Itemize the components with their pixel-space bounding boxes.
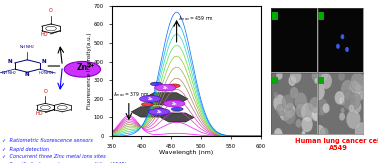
- Text: O: O: [49, 8, 53, 13]
- Circle shape: [139, 96, 161, 102]
- Text: $\lambda_{max}$ = 459 nm: $\lambda_{max}$ = 459 nm: [178, 14, 214, 23]
- Circle shape: [339, 97, 345, 105]
- Circle shape: [351, 84, 365, 102]
- Circle shape: [349, 93, 361, 109]
- Bar: [272, 77, 278, 84]
- Circle shape: [296, 103, 307, 118]
- Text: N: N: [42, 59, 46, 64]
- Circle shape: [338, 71, 345, 81]
- Circle shape: [273, 92, 278, 98]
- Circle shape: [319, 106, 326, 114]
- Circle shape: [342, 91, 356, 110]
- Text: N: N: [8, 59, 12, 64]
- Circle shape: [141, 103, 153, 106]
- Bar: [318, 77, 324, 84]
- Circle shape: [302, 130, 306, 135]
- Circle shape: [339, 112, 345, 121]
- Circle shape: [274, 129, 283, 140]
- Circle shape: [171, 107, 183, 111]
- Text: Zn: Zn: [163, 86, 168, 90]
- Circle shape: [335, 91, 345, 105]
- Text: N: N: [25, 72, 29, 77]
- Circle shape: [274, 128, 282, 139]
- Y-axis label: Fluorescence Intensity(a.u.): Fluorescence Intensity(a.u.): [87, 33, 92, 109]
- Circle shape: [348, 104, 355, 112]
- Circle shape: [344, 89, 352, 101]
- Text: Zn: Zn: [172, 102, 177, 105]
- Text: Zn: Zn: [147, 97, 153, 101]
- Circle shape: [355, 122, 368, 140]
- Circle shape: [311, 69, 321, 82]
- Circle shape: [288, 75, 296, 86]
- Text: ✓  Ratiometric fluorescence sensors: ✓ Ratiometric fluorescence sensors: [2, 139, 93, 143]
- Circle shape: [341, 80, 355, 99]
- Text: NHNH$_2$: NHNH$_2$: [19, 44, 35, 51]
- Circle shape: [322, 103, 330, 113]
- Circle shape: [341, 34, 344, 39]
- Circle shape: [279, 104, 291, 121]
- Text: ✓  Rapid detection: ✓ Rapid detection: [2, 147, 49, 152]
- Circle shape: [301, 117, 313, 132]
- Circle shape: [312, 83, 325, 100]
- Circle shape: [350, 72, 365, 92]
- Text: NHNH$_2$: NHNH$_2$: [1, 69, 17, 77]
- Circle shape: [311, 107, 322, 121]
- Circle shape: [64, 61, 101, 77]
- Circle shape: [314, 78, 319, 84]
- Bar: [272, 12, 278, 20]
- Circle shape: [345, 47, 349, 52]
- Text: ✓  Concurrent three Zinc metal ions sites: ✓ Concurrent three Zinc metal ions sites: [2, 154, 105, 159]
- Text: HO: HO: [40, 32, 48, 37]
- Circle shape: [336, 44, 340, 49]
- Circle shape: [155, 84, 176, 91]
- Circle shape: [282, 94, 294, 110]
- Circle shape: [273, 94, 286, 112]
- Text: HO: HO: [36, 111, 43, 116]
- Circle shape: [290, 68, 302, 83]
- Circle shape: [352, 100, 361, 113]
- Circle shape: [314, 68, 324, 81]
- Text: Zn: Zn: [156, 110, 162, 114]
- Circle shape: [290, 87, 299, 99]
- Circle shape: [150, 82, 162, 86]
- Circle shape: [301, 103, 315, 122]
- Circle shape: [301, 132, 305, 137]
- Circle shape: [276, 104, 285, 116]
- Circle shape: [295, 119, 302, 128]
- Circle shape: [284, 108, 296, 125]
- Text: O: O: [43, 89, 47, 94]
- Circle shape: [315, 98, 328, 116]
- X-axis label: Wavelength (nm): Wavelength (nm): [159, 150, 213, 155]
- Circle shape: [311, 107, 322, 121]
- Text: 2+: 2+: [88, 63, 96, 68]
- Circle shape: [346, 110, 361, 129]
- Circle shape: [349, 81, 361, 97]
- Circle shape: [163, 100, 185, 107]
- Text: H$_2$NHN: H$_2$NHN: [38, 69, 53, 77]
- Circle shape: [320, 73, 332, 89]
- Circle shape: [309, 97, 321, 113]
- Text: ✓  Specific for human lung cancer cell line (A549): ✓ Specific for human lung cancer cell li…: [2, 162, 126, 163]
- Circle shape: [168, 84, 180, 88]
- Bar: [318, 12, 324, 20]
- Circle shape: [284, 103, 296, 118]
- Circle shape: [294, 92, 307, 110]
- Text: $\lambda_{max}$ = 379 nm: $\lambda_{max}$ = 379 nm: [113, 90, 150, 99]
- Text: Human lung cancer cell
A549: Human lung cancer cell A549: [295, 138, 378, 151]
- Circle shape: [341, 107, 345, 113]
- Circle shape: [276, 71, 283, 80]
- Circle shape: [320, 127, 329, 139]
- Circle shape: [149, 109, 170, 115]
- Circle shape: [316, 65, 328, 82]
- Text: Zn: Zn: [77, 63, 88, 73]
- Circle shape: [313, 125, 325, 141]
